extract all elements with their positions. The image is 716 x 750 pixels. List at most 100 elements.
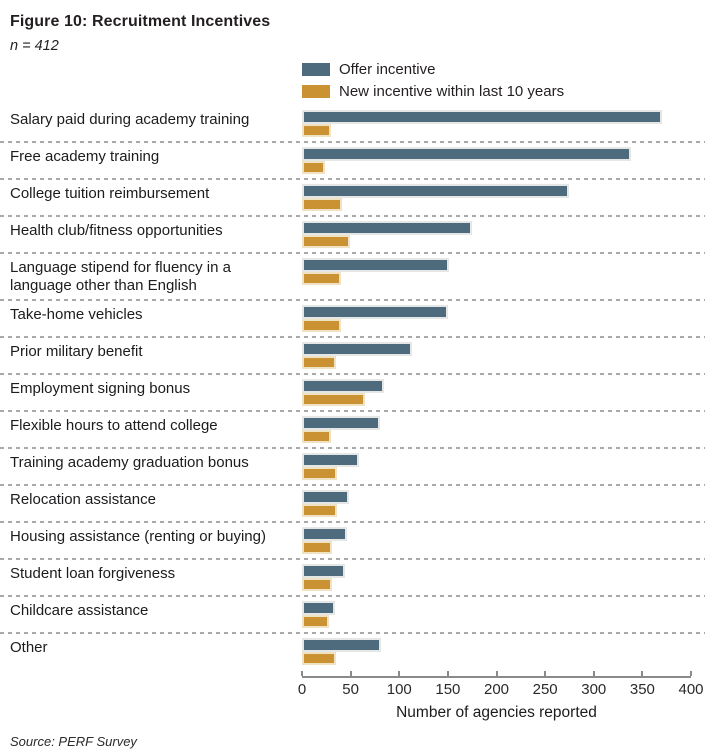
row-divider bbox=[0, 178, 705, 180]
axis-tick bbox=[544, 671, 547, 676]
legend-label: New incentive within last 10 years bbox=[339, 83, 565, 100]
category-label: Student loan forgiveness bbox=[10, 565, 176, 582]
new-incentive-bar bbox=[302, 319, 341, 332]
axis-tick-label: 250 bbox=[532, 681, 558, 698]
axis-tick-label: 50 bbox=[342, 681, 359, 698]
offer-incentive-bar bbox=[302, 601, 336, 615]
row-divider bbox=[0, 447, 705, 449]
new-incentive-bar bbox=[302, 578, 333, 591]
bar-group bbox=[302, 147, 691, 174]
category-row: Language stipend for fluency in a langua… bbox=[0, 254, 716, 299]
category-row: Other bbox=[0, 634, 716, 669]
category-label: Employment signing bonus bbox=[10, 380, 191, 397]
category-row: College tuition reimbursement bbox=[0, 180, 716, 215]
offer-incentive-bar bbox=[302, 527, 347, 541]
row-divider bbox=[0, 521, 705, 523]
axis-tick bbox=[349, 671, 352, 676]
offer-incentive-bar bbox=[302, 221, 473, 235]
category-row: Take-home vehicles bbox=[0, 301, 716, 336]
row-divider bbox=[0, 336, 705, 338]
row-divider bbox=[0, 373, 705, 375]
offer-incentive-bar bbox=[302, 305, 448, 319]
category-label: Take-home vehicles bbox=[10, 306, 143, 323]
x-axis-tick-labels: 0 50 100 150 200 250 300 350 400 bbox=[298, 681, 704, 699]
row-divider bbox=[0, 141, 705, 143]
row-divider bbox=[0, 632, 705, 634]
new-incentive-bar bbox=[302, 615, 330, 628]
bar-group bbox=[302, 638, 691, 665]
offer-incentive-bar bbox=[302, 564, 345, 578]
row-divider bbox=[0, 558, 705, 560]
axis-tick-label: 200 bbox=[483, 681, 510, 698]
legend-label: Offer incentive bbox=[339, 61, 436, 78]
bar-group bbox=[302, 601, 691, 628]
new-incentive-swatch bbox=[302, 85, 330, 98]
axis-tick-label: 300 bbox=[581, 681, 607, 698]
category-label: Health club/fitness opportunities bbox=[10, 222, 223, 239]
offer-incentive-bar bbox=[302, 416, 380, 430]
category-row: Student loan forgiveness bbox=[0, 560, 716, 595]
category-label: Relocation assistance bbox=[10, 491, 156, 508]
offer-incentive-bar bbox=[302, 453, 360, 467]
new-incentive-bar bbox=[302, 652, 337, 665]
bar-group bbox=[302, 184, 691, 211]
category-row: Childcare assistance bbox=[0, 597, 716, 632]
offer-incentive-bar bbox=[302, 184, 570, 198]
bar-group bbox=[302, 221, 691, 248]
category-row: Flexible hours to attend college bbox=[0, 412, 716, 447]
offer-incentive-bar bbox=[302, 490, 349, 504]
bar-group bbox=[302, 490, 691, 517]
category-row: Prior military benefit bbox=[0, 338, 716, 373]
category-row: Training academy graduation bonus bbox=[0, 449, 716, 484]
bar-chart: Salary paid during academy training Free … bbox=[0, 106, 716, 669]
category-label: Housing assistance (renting or buying) bbox=[10, 528, 266, 545]
source-note: Source: PERF Survey bbox=[10, 734, 137, 749]
x-axis-line bbox=[302, 676, 691, 678]
axis-tick bbox=[398, 671, 401, 676]
bar-group bbox=[302, 527, 691, 554]
figure-title: Figure 10: Recruitment Incentives bbox=[10, 13, 271, 30]
row-divider bbox=[0, 252, 705, 254]
offer-incentive-bar bbox=[302, 638, 381, 652]
offer-incentive-bar bbox=[302, 342, 412, 356]
bar-group bbox=[302, 305, 691, 332]
category-label: Prior military benefit bbox=[10, 343, 143, 360]
offer-incentive-swatch bbox=[302, 63, 330, 76]
axis-tick bbox=[301, 671, 303, 676]
category-label: Childcare assistance bbox=[10, 602, 149, 619]
new-incentive-bar bbox=[302, 235, 350, 248]
new-incentive-bar bbox=[302, 541, 333, 554]
category-label: Other bbox=[10, 639, 48, 656]
axis-tick bbox=[446, 671, 449, 676]
offer-incentive-bar bbox=[302, 110, 662, 124]
new-incentive-bar bbox=[302, 467, 337, 480]
axis-tick bbox=[495, 671, 498, 676]
category-label: Language stipend for fluency in a langua… bbox=[10, 259, 231, 294]
category-row: Employment signing bonus bbox=[0, 375, 716, 410]
row-divider bbox=[0, 215, 705, 217]
bar-group bbox=[302, 416, 691, 443]
new-incentive-bar bbox=[302, 198, 342, 211]
row-divider bbox=[0, 410, 705, 412]
category-label: College tuition reimbursement bbox=[10, 185, 210, 202]
axis-tick-label: 100 bbox=[386, 681, 412, 698]
new-incentive-bar bbox=[302, 124, 332, 137]
axis-tick bbox=[690, 671, 692, 676]
category-row: Free academy training bbox=[0, 143, 716, 178]
category-label: Training academy graduation bonus bbox=[10, 454, 249, 471]
offer-incentive-bar bbox=[302, 379, 384, 393]
new-incentive-bar bbox=[302, 504, 337, 517]
bar-group bbox=[302, 453, 691, 480]
new-incentive-bar bbox=[302, 272, 341, 285]
axis-tick-label: 0 bbox=[297, 681, 307, 698]
x-axis-title: Number of agencies reported bbox=[396, 704, 597, 721]
new-incentive-bar bbox=[302, 161, 326, 174]
axis-tick bbox=[592, 671, 595, 676]
bar-group bbox=[302, 342, 691, 369]
row-divider bbox=[0, 299, 705, 301]
category-label: Free academy training bbox=[10, 148, 160, 165]
category-label: Flexible hours to attend college bbox=[10, 417, 218, 434]
x-axis bbox=[301, 671, 692, 678]
new-incentive-bar bbox=[302, 393, 366, 406]
